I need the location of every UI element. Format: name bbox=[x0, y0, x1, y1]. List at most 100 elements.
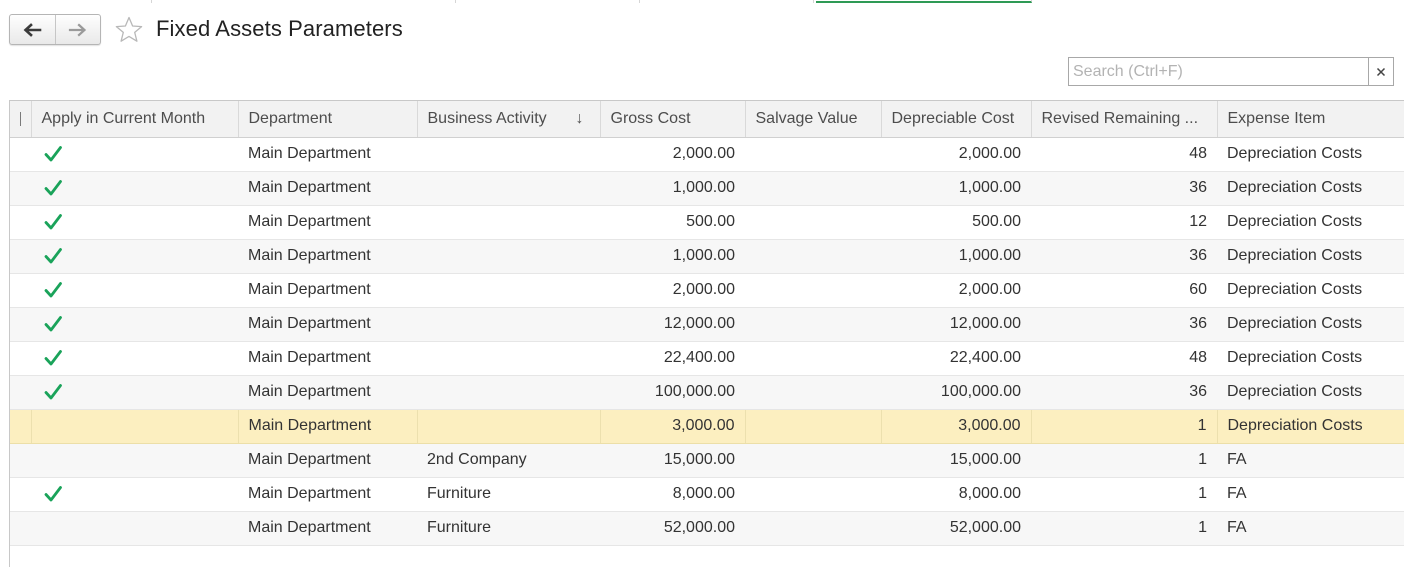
cell-business-activity[interactable] bbox=[417, 273, 600, 308]
cell-depreciable-cost[interactable]: 15,000.00 bbox=[881, 443, 1031, 478]
search-input[interactable] bbox=[1068, 57, 1368, 86]
column-header-revised-remaining[interactable]: Revised Remaining ... bbox=[1031, 101, 1218, 138]
cell-expense-item[interactable]: Depreciation Costs bbox=[1217, 307, 1404, 342]
cell-revised-remaining[interactable]: 1 bbox=[1031, 511, 1217, 546]
cell-business-activity[interactable]: Furniture bbox=[417, 511, 600, 546]
cell-salvage-value[interactable] bbox=[745, 443, 881, 478]
cell-apply-in-current-month[interactable] bbox=[31, 409, 239, 444]
cell-department[interactable]: Main Department bbox=[238, 341, 417, 376]
cell-depreciable-cost[interactable]: 12,000.00 bbox=[881, 307, 1031, 342]
cell-salvage-value[interactable] bbox=[745, 511, 881, 546]
table-row[interactable]: Main Department 1,000.00 1,000.00 36 Depreci… bbox=[10, 171, 1404, 206]
forward-button[interactable] bbox=[54, 15, 101, 44]
table-row[interactable]: Main Department Furniture 52,000.00 52,000.… bbox=[10, 511, 1404, 546]
cell-expense-item[interactable]: Depreciation Costs bbox=[1217, 375, 1404, 410]
cell-department[interactable]: Main Department bbox=[238, 477, 417, 512]
tab-4[interactable] bbox=[640, 0, 814, 3]
cell-apply-in-current-month[interactable] bbox=[31, 273, 238, 308]
cell-salvage-value[interactable] bbox=[745, 477, 881, 512]
cell-business-activity[interactable] bbox=[417, 341, 600, 376]
cell-gross-cost[interactable]: 1,000.00 bbox=[600, 239, 745, 274]
cell-depreciable-cost[interactable]: 500.00 bbox=[881, 205, 1031, 240]
cell-depreciable-cost[interactable]: 8,000.00 bbox=[881, 477, 1031, 512]
table-row[interactable]: Main Department 2,000.00 2,000.00 48 Depreci… bbox=[10, 137, 1404, 172]
cell-business-activity[interactable] bbox=[417, 409, 601, 444]
cell-business-activity[interactable] bbox=[417, 171, 600, 206]
cell-revised-remaining[interactable]: 36 bbox=[1031, 307, 1217, 342]
cell-expense-item[interactable]: Depreciation Costs bbox=[1217, 409, 1404, 444]
cell-gross-cost[interactable]: 500.00 bbox=[600, 205, 745, 240]
cell-salvage-value[interactable] bbox=[745, 341, 881, 376]
cell-apply-in-current-month[interactable] bbox=[31, 341, 238, 376]
cell-revised-remaining[interactable]: 36 bbox=[1031, 239, 1217, 274]
cell-salvage-value[interactable] bbox=[745, 273, 881, 308]
cell-revised-remaining[interactable]: 1 bbox=[1031, 477, 1217, 512]
cell-gross-cost[interactable]: 52,000.00 bbox=[600, 511, 745, 546]
column-header-salvage-value[interactable]: Salvage Value bbox=[745, 101, 882, 138]
cell-salvage-value[interactable] bbox=[745, 409, 882, 444]
column-header-apply[interactable]: Apply in Current Month bbox=[31, 101, 239, 138]
cell-department[interactable]: Main Department bbox=[238, 137, 417, 172]
cell-department[interactable]: Main Department bbox=[238, 205, 417, 240]
cell-apply-in-current-month[interactable] bbox=[31, 443, 238, 478]
cell-department[interactable]: Main Department bbox=[238, 511, 417, 546]
tab-2[interactable] bbox=[152, 0, 456, 3]
cell-salvage-value[interactable] bbox=[745, 205, 881, 240]
table-row[interactable]: Main Department 100,000.00 100,000.00 36 Dep… bbox=[10, 375, 1404, 410]
cell-salvage-value[interactable] bbox=[745, 375, 881, 410]
cell-salvage-value[interactable] bbox=[745, 307, 881, 342]
star-outline-icon[interactable] bbox=[114, 15, 144, 45]
cell-gross-cost[interactable]: 1,000.00 bbox=[600, 171, 745, 206]
cell-gross-cost[interactable]: 100,000.00 bbox=[600, 375, 745, 410]
cell-gross-cost[interactable]: 15,000.00 bbox=[600, 443, 745, 478]
column-header-business-activity[interactable]: ↓ Business Activity bbox=[417, 101, 601, 138]
cell-salvage-value[interactable] bbox=[745, 171, 881, 206]
cell-department[interactable]: Main Department bbox=[238, 307, 417, 342]
cell-depreciable-cost[interactable]: 52,000.00 bbox=[881, 511, 1031, 546]
table-row[interactable]: Main Department 2nd Company 15,000.00 15,00… bbox=[10, 443, 1404, 478]
table-row[interactable]: Main Department 2,000.00 2,000.00 60 Depreci… bbox=[10, 273, 1404, 308]
cell-apply-in-current-month[interactable] bbox=[31, 375, 238, 410]
cell-business-activity[interactable]: Furniture bbox=[417, 477, 600, 512]
cell-expense-item[interactable]: Depreciation Costs bbox=[1217, 205, 1404, 240]
cell-revised-remaining[interactable]: 36 bbox=[1031, 171, 1217, 206]
cell-business-activity[interactable] bbox=[417, 239, 600, 274]
cell-gross-cost[interactable]: 2,000.00 bbox=[600, 273, 745, 308]
cell-apply-in-current-month[interactable] bbox=[31, 511, 238, 546]
cell-revised-remaining[interactable]: 36 bbox=[1031, 375, 1217, 410]
cell-apply-in-current-month[interactable] bbox=[31, 239, 238, 274]
cell-business-activity[interactable]: 2nd Company bbox=[417, 443, 600, 478]
cell-depreciable-cost[interactable]: 2,000.00 bbox=[881, 137, 1031, 172]
cell-gross-cost[interactable]: 3,000.00 bbox=[600, 409, 746, 444]
cell-apply-in-current-month[interactable] bbox=[31, 205, 238, 240]
table-row[interactable]: Main Department 500.00 500.00 12 Depreciatio… bbox=[10, 205, 1404, 240]
tab-3[interactable] bbox=[456, 0, 640, 3]
cell-salvage-value[interactable] bbox=[745, 137, 881, 172]
cell-expense-item[interactable]: Depreciation Costs bbox=[1217, 137, 1404, 172]
cell-business-activity[interactable] bbox=[417, 375, 600, 410]
cell-revised-remaining[interactable]: 48 bbox=[1031, 341, 1217, 376]
column-header-depreciable-cost[interactable]: Depreciable Cost bbox=[881, 101, 1032, 138]
table-row[interactable]: Main Department 12,000.00 12,000.00 36 Depre… bbox=[10, 307, 1404, 342]
cell-depreciable-cost[interactable]: 1,000.00 bbox=[881, 239, 1031, 274]
cell-department[interactable]: Main Department bbox=[238, 273, 417, 308]
row-indicator-header[interactable] bbox=[10, 101, 32, 138]
tab-1[interactable] bbox=[0, 0, 152, 3]
cell-gross-cost[interactable]: 12,000.00 bbox=[600, 307, 745, 342]
cell-business-activity[interactable] bbox=[417, 307, 600, 342]
column-header-expense-item[interactable]: Expense Item bbox=[1217, 101, 1404, 138]
cell-revised-remaining[interactable]: 1 bbox=[1031, 409, 1218, 444]
cell-gross-cost[interactable]: 2,000.00 bbox=[600, 137, 745, 172]
cell-gross-cost[interactable]: 22,400.00 bbox=[600, 341, 745, 376]
cell-apply-in-current-month[interactable] bbox=[31, 477, 238, 512]
table-row[interactable]: Main Department 22,400.00 22,400.00 48 Depre… bbox=[10, 341, 1404, 376]
table-row[interactable]: Main Department Furniture 8,000.00 8,000.00… bbox=[10, 477, 1404, 512]
cell-gross-cost[interactable]: 8,000.00 bbox=[600, 477, 745, 512]
cell-revised-remaining[interactable]: 1 bbox=[1031, 443, 1217, 478]
cell-department[interactable]: Main Department bbox=[238, 443, 417, 478]
cell-apply-in-current-month[interactable] bbox=[31, 137, 238, 172]
cell-apply-in-current-month[interactable] bbox=[31, 171, 238, 206]
cell-salvage-value[interactable] bbox=[745, 239, 881, 274]
cell-business-activity[interactable] bbox=[417, 205, 600, 240]
cell-business-activity[interactable] bbox=[417, 137, 600, 172]
